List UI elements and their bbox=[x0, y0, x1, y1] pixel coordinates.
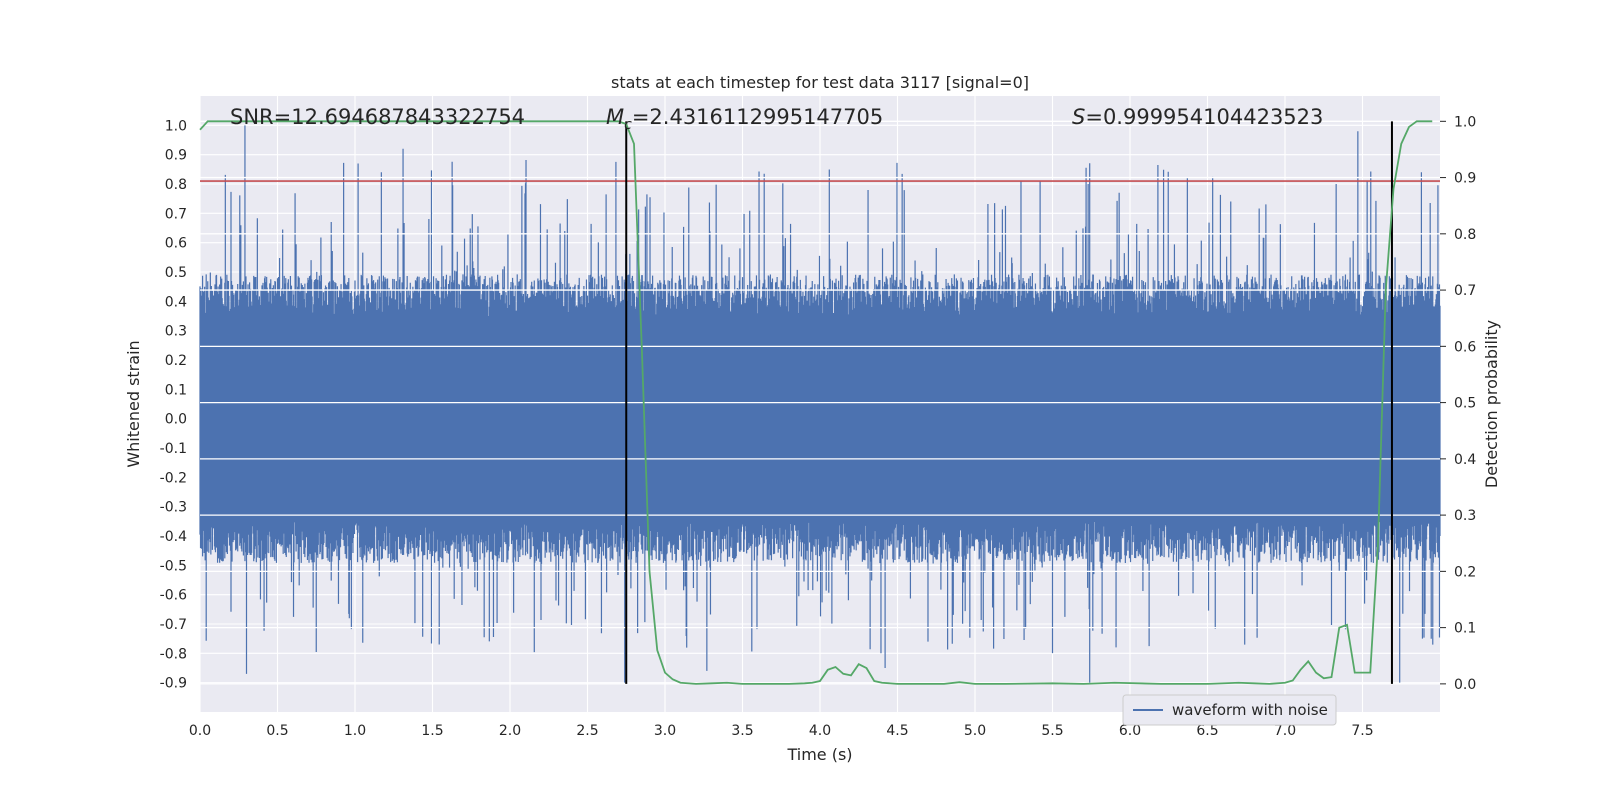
y-tick-label: 0.4 bbox=[165, 294, 187, 310]
y-tick-label-right: 0.3 bbox=[1454, 508, 1476, 524]
x-tick-label: 6.0 bbox=[1119, 723, 1141, 739]
y-tick-label: -0.2 bbox=[160, 470, 187, 486]
y-tick-label-right: 0.5 bbox=[1454, 396, 1476, 412]
chirp-mass-symbol: M bbox=[606, 105, 624, 129]
y-tick-label-right: 0.4 bbox=[1454, 452, 1476, 468]
x-tick-label: 3.0 bbox=[654, 723, 676, 739]
y-tick-label: 0.1 bbox=[165, 382, 187, 398]
y-tick-label: 0.2 bbox=[165, 353, 187, 369]
x-tick-label: 5.0 bbox=[964, 723, 986, 739]
y-tick-label: -0.9 bbox=[160, 676, 187, 692]
y-tick-label-right: 0.1 bbox=[1454, 621, 1476, 637]
y-tick-label: -0.5 bbox=[160, 558, 187, 574]
y-tick-label: -0.4 bbox=[160, 529, 187, 545]
y-tick-label: -0.3 bbox=[160, 500, 187, 516]
x-tick-label: 7.0 bbox=[1274, 723, 1296, 739]
x-tick-label: 7.5 bbox=[1351, 723, 1373, 739]
x-tick-label: 3.5 bbox=[731, 723, 753, 739]
chirp-mass-value: =2.4316112995147705 bbox=[632, 105, 883, 129]
y-tick-label: 0.8 bbox=[165, 177, 187, 193]
y-tick-label: 0.5 bbox=[165, 265, 187, 281]
x-tick-label: 4.0 bbox=[809, 723, 831, 739]
y-tick-label-right: 0.8 bbox=[1454, 227, 1476, 243]
y-tick-label: -0.8 bbox=[160, 646, 187, 662]
y-axis-label-right: Detection probability bbox=[1482, 320, 1501, 488]
score-symbol: S bbox=[1072, 105, 1085, 129]
x-tick-label: 6.5 bbox=[1196, 723, 1218, 739]
y-tick-label: -0.1 bbox=[160, 441, 187, 457]
y-tick-label-right: 0.0 bbox=[1454, 677, 1476, 693]
detection-probability-series bbox=[199, 120, 1433, 685]
y-tick-label: 0.6 bbox=[165, 236, 187, 252]
x-tick-label: 2.0 bbox=[499, 723, 521, 739]
x-tick-label: 0.5 bbox=[266, 723, 288, 739]
y-tick-label: 0.7 bbox=[165, 206, 187, 222]
legend: waveform with noise bbox=[1122, 694, 1337, 726]
y-tick-label: -0.6 bbox=[160, 588, 187, 604]
y-tick-label: 0.3 bbox=[165, 324, 187, 340]
legend-label: waveform with noise bbox=[1172, 701, 1328, 719]
chirp-mass-subscript: c bbox=[624, 117, 632, 133]
axes: 0.0 0.5 1.0 1.5 2.0 2.5 3.0 3.5 4.0 4.5 5.0 5.5 6.0 6… bbox=[160, 114, 1477, 739]
score-annotation: S=0.999954104423523 bbox=[1072, 105, 1323, 129]
y-tick-label-right: 0.9 bbox=[1454, 171, 1476, 187]
y-tick-label: 0.9 bbox=[165, 148, 187, 164]
y-tick-label-right: 0.2 bbox=[1454, 564, 1476, 580]
chart-title: stats at each timestep for test data 311… bbox=[611, 73, 1029, 92]
legend-box bbox=[1122, 694, 1337, 726]
x-axis-label: Time (s) bbox=[786, 745, 852, 764]
x-tick-label: 1.5 bbox=[421, 723, 443, 739]
x-tick-label: 0.0 bbox=[189, 723, 211, 739]
x-tick-label: 1.0 bbox=[344, 723, 366, 739]
y-axis-label: Whitened strain bbox=[124, 340, 143, 467]
y-tick-label-right: 0.7 bbox=[1454, 283, 1476, 299]
x-tick-label: 5.5 bbox=[1041, 723, 1063, 739]
x-tick-label: 4.5 bbox=[886, 723, 908, 739]
y-tick-label: -0.7 bbox=[160, 617, 187, 633]
y-tick-label-right: 0.6 bbox=[1454, 339, 1476, 355]
series-layer bbox=[199, 125, 1441, 683]
y-tick-label-right: 1.0 bbox=[1454, 114, 1476, 130]
y-tick-label: 1.0 bbox=[165, 118, 187, 134]
score-value: =0.999954104423523 bbox=[1085, 105, 1323, 129]
x-tick-label: 2.5 bbox=[576, 723, 598, 739]
snr-annotation: SNR=12.694687843322754 bbox=[230, 105, 525, 129]
y-tick-label: 0.0 bbox=[165, 412, 187, 428]
overlay bbox=[199, 120, 1440, 685]
chirp-mass-annotation: Mc=2.4316112995147705 bbox=[606, 105, 883, 133]
